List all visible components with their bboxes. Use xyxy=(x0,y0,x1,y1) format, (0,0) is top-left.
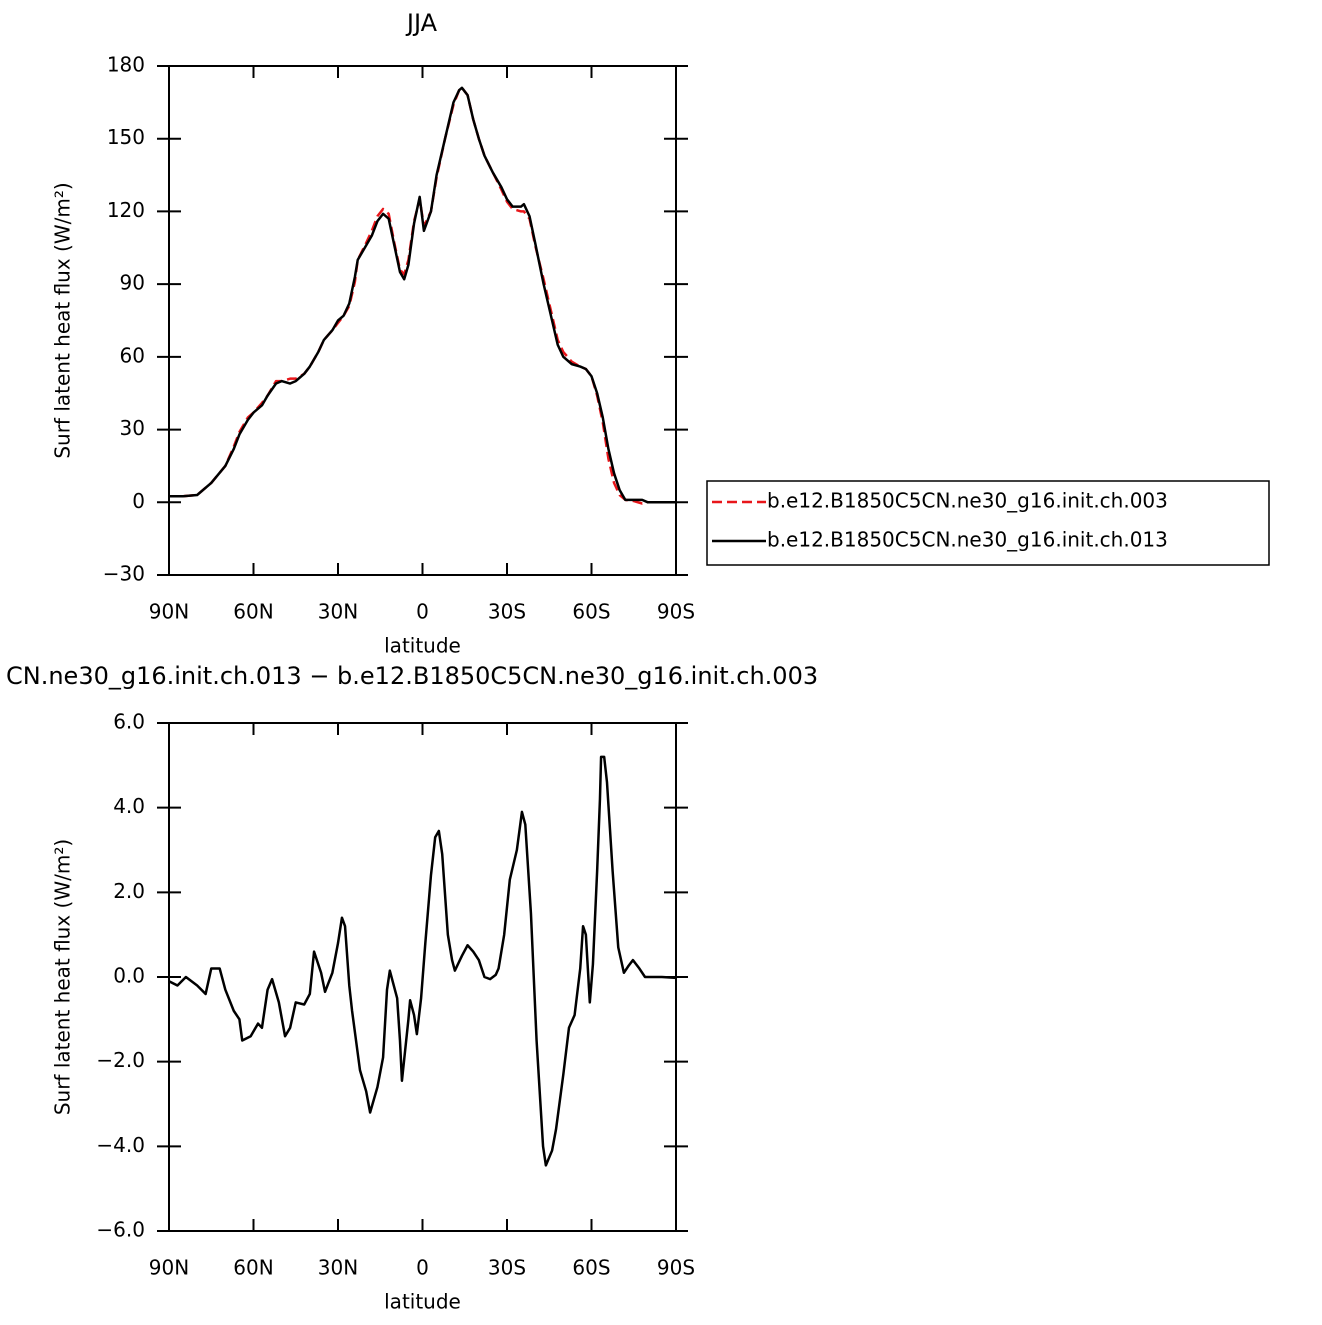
x-tick-label: 60S xyxy=(572,600,610,624)
y-tick-label: 60 xyxy=(120,343,145,367)
x-tick-label: 30N xyxy=(318,1256,358,1280)
y-tick-label: 90 xyxy=(120,271,145,295)
y-tick-label: 2.0 xyxy=(113,879,145,903)
y-tick-label: 30 xyxy=(120,416,145,440)
chart-title: JJA xyxy=(405,9,438,37)
y-tick-label: 180 xyxy=(107,53,145,77)
x-axis-label: latitude xyxy=(384,634,461,658)
series-line xyxy=(169,86,676,505)
x-tick-label: 60N xyxy=(233,600,273,624)
y-axis-label: Surf latent heat flux (W/m²) xyxy=(51,839,75,1115)
y-axis-label: Surf latent heat flux (W/m²) xyxy=(51,182,75,458)
y-tick-label: −30 xyxy=(103,562,145,586)
x-tick-label: 30S xyxy=(488,600,526,624)
legend-label: b.e12.B1850C5CN.ne30_g16.init.ch.003 xyxy=(767,489,1168,513)
y-tick-label: −6.0 xyxy=(96,1218,145,1242)
plot-frame xyxy=(168,65,677,576)
series-line xyxy=(169,86,676,504)
y-tick-label: −4.0 xyxy=(96,1133,145,1157)
legend-label: b.e12.B1850C5CN.ne30_g16.init.ch.013 xyxy=(767,528,1168,552)
y-tick-label: 6.0 xyxy=(113,710,145,734)
x-tick-label: 0 xyxy=(416,600,429,624)
plot-frame xyxy=(168,722,677,1232)
y-tick-label: 0.0 xyxy=(113,964,145,988)
x-tick-label: 60S xyxy=(572,1256,610,1280)
legend-box xyxy=(706,480,1270,566)
x-tick-label: 90S xyxy=(657,600,695,624)
x-tick-label: 60N xyxy=(233,1256,273,1280)
x-tick-label: 90N xyxy=(149,600,189,624)
x-tick-label: 30S xyxy=(488,1256,526,1280)
y-tick-label: 150 xyxy=(107,125,145,149)
x-axis-label: latitude xyxy=(384,1290,461,1314)
y-tick-label: 120 xyxy=(107,198,145,222)
x-tick-label: 90S xyxy=(657,1256,695,1280)
x-tick-label: 30N xyxy=(318,600,358,624)
series-line xyxy=(168,755,677,1167)
y-tick-label: 4.0 xyxy=(113,794,145,818)
x-tick-label: 90N xyxy=(149,1256,189,1280)
y-tick-label: −2.0 xyxy=(96,1048,145,1072)
y-tick-label: 0 xyxy=(132,489,145,513)
x-tick-label: 0 xyxy=(416,1256,429,1280)
chart-title: CN.ne30_g16.init.ch.013 − b.e12.B1850C5C… xyxy=(6,662,818,690)
